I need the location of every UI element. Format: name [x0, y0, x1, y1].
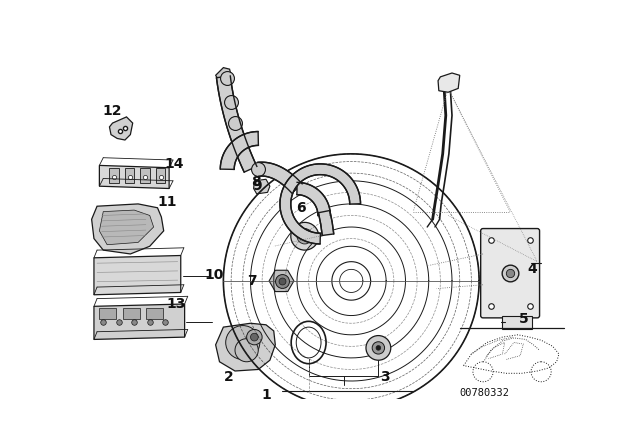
Circle shape: [372, 342, 385, 354]
Polygon shape: [109, 117, 132, 140]
Bar: [125, 168, 134, 183]
Polygon shape: [297, 182, 330, 215]
Circle shape: [376, 345, 381, 350]
Polygon shape: [220, 132, 259, 169]
Bar: [99, 308, 116, 319]
Polygon shape: [258, 162, 302, 193]
Polygon shape: [269, 270, 294, 292]
Polygon shape: [280, 164, 360, 244]
Polygon shape: [92, 204, 164, 254]
Text: 11: 11: [157, 194, 177, 209]
Circle shape: [301, 233, 308, 239]
Polygon shape: [216, 323, 275, 371]
Text: 5: 5: [518, 312, 528, 326]
Circle shape: [366, 336, 391, 360]
Text: 00780332: 00780332: [460, 388, 509, 397]
Polygon shape: [99, 165, 169, 189]
Bar: [123, 308, 140, 319]
Polygon shape: [94, 304, 184, 340]
Polygon shape: [99, 210, 154, 245]
Circle shape: [250, 333, 259, 341]
Text: 8: 8: [251, 175, 261, 189]
Text: 4: 4: [527, 263, 537, 276]
Circle shape: [235, 339, 259, 362]
Polygon shape: [438, 73, 460, 92]
Circle shape: [291, 222, 319, 250]
Circle shape: [297, 228, 312, 244]
Polygon shape: [216, 76, 257, 172]
Text: 13: 13: [166, 297, 186, 311]
Text: 12: 12: [103, 104, 122, 118]
Polygon shape: [253, 179, 270, 194]
Bar: [140, 168, 150, 183]
Text: 10: 10: [204, 268, 224, 282]
Text: 2: 2: [224, 370, 234, 384]
Text: 6: 6: [296, 201, 306, 215]
Polygon shape: [319, 211, 334, 236]
Polygon shape: [94, 255, 180, 295]
Text: 9: 9: [252, 179, 262, 193]
Bar: [109, 168, 119, 183]
Text: 7: 7: [247, 274, 257, 288]
Text: 14: 14: [165, 157, 184, 171]
Circle shape: [226, 326, 260, 359]
Text: 1: 1: [261, 388, 271, 402]
Circle shape: [246, 329, 262, 345]
Bar: [502, 315, 532, 329]
Bar: [146, 308, 163, 319]
Bar: [156, 168, 165, 183]
FancyBboxPatch shape: [481, 228, 540, 318]
Polygon shape: [216, 68, 231, 81]
Text: 3: 3: [380, 370, 389, 384]
